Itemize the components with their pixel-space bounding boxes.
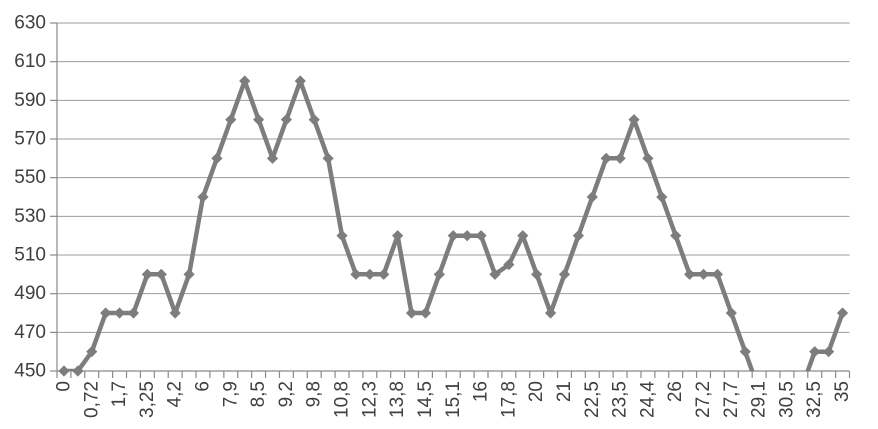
x-tick-label: 32,5 (804, 381, 825, 418)
data-point-marker (113, 307, 126, 319)
x-tick-label: 22,5 (582, 381, 603, 418)
data-point-marker (586, 191, 598, 203)
data-point-marker (197, 191, 209, 203)
data-point-marker (294, 75, 306, 87)
gridlines-group (57, 22, 850, 372)
x-tick-label: 24,4 (637, 381, 658, 418)
data-point-marker (378, 268, 390, 280)
y-axis-group: 630 610 590 570 550 530 510 490 470 450 (14, 13, 58, 382)
x-axis-group: 0 0,72 1,7 3,25 4,2 6 7,9 8,5 9,2 9,8 10,8 12,3 13,8… (53, 370, 853, 418)
data-point-marker (531, 268, 543, 280)
data-point-marker (739, 346, 751, 358)
x-tick-label: 12,3 (359, 381, 380, 418)
x-tick-label: 26 (665, 381, 686, 402)
data-point-marker (447, 230, 459, 242)
x-tick-label: 0 (53, 381, 74, 392)
x-tick-label: 9,8 (304, 381, 325, 407)
data-point-marker (239, 75, 251, 87)
data-point-marker (600, 152, 612, 164)
x-tick-label: 23,5 (610, 381, 631, 418)
y-tick-label: 510 (14, 245, 46, 266)
x-tick-label: 17,8 (498, 381, 519, 418)
y-tick-label: 570 (14, 129, 46, 150)
data-point-marker (836, 307, 849, 319)
data-point-marker (628, 114, 640, 126)
data-point-marker (322, 152, 334, 164)
data-point-marker (141, 268, 153, 280)
data-point-marker (697, 268, 710, 280)
x-tick-label: 4,2 (165, 381, 186, 407)
data-point-marker (433, 268, 445, 280)
data-point-marker (489, 268, 501, 280)
y-tick-label: 470 (14, 322, 46, 343)
data-point-marker (392, 230, 404, 242)
data-point-marker (684, 268, 696, 280)
data-point-marker (823, 346, 835, 358)
x-tick-label: 35 (832, 381, 853, 402)
x-tick-label: 7,9 (220, 381, 241, 407)
y-tick-label: 630 (14, 13, 46, 34)
data-point-marker (656, 191, 668, 203)
y-tick-label: 490 (14, 283, 46, 304)
data-point-marker (544, 307, 557, 319)
data-point-marker (86, 346, 98, 358)
x-tick-label: 27,2 (693, 381, 714, 418)
x-tick-label: 16 (471, 381, 492, 402)
data-point-marker (169, 307, 181, 319)
x-tick-label: 14,5 (415, 381, 436, 418)
data-point-marker (461, 230, 473, 242)
data-point-marker (503, 259, 515, 271)
data-point-marker (58, 365, 70, 377)
data-point-marker (100, 307, 112, 319)
x-tick-label: 1,7 (109, 381, 130, 407)
data-point-marker (475, 230, 487, 242)
data-point-marker (72, 365, 84, 377)
data-point-marker (280, 114, 293, 126)
data-point-marker (572, 230, 584, 242)
x-tick-label: 30,5 (776, 381, 797, 418)
y-tick-label: 610 (14, 51, 46, 72)
x-tick-label: 9,2 (276, 381, 297, 407)
data-point-marker (266, 152, 279, 164)
x-tick-label: 29,1 (749, 381, 770, 418)
x-tick-label: 6 (192, 381, 213, 392)
x-tick-label: 20 (526, 381, 547, 402)
x-tick-label: 3,25 (137, 381, 158, 418)
x-tick-label: 8,5 (248, 381, 269, 407)
data-point-marker (225, 114, 237, 126)
data-point-marker (517, 230, 529, 242)
data-point-marker (308, 114, 320, 126)
x-tick-label: 15,1 (443, 381, 464, 418)
y-tick-label: 590 (14, 90, 46, 111)
y-tick-label: 450 (14, 361, 46, 382)
data-point-marker (809, 346, 821, 358)
data-point-marker (127, 307, 140, 319)
data-point-marker (350, 268, 362, 280)
data-point-marker (725, 307, 737, 319)
data-point-marker (253, 114, 265, 126)
x-tick-label: 0,72 (81, 381, 102, 418)
data-point-marker (364, 268, 376, 280)
x-tick-label: 21 (554, 381, 575, 402)
data-point-marker (419, 307, 432, 319)
data-point-marker (558, 268, 571, 280)
series-markers-group (58, 75, 849, 377)
y-tick-label: 550 (14, 167, 46, 188)
data-point-marker (336, 230, 348, 242)
data-point-marker (405, 307, 418, 319)
x-tick-label: 13,8 (387, 381, 408, 418)
x-tick-label: 27,7 (721, 381, 742, 418)
data-point-marker (155, 268, 167, 280)
data-point-marker (183, 268, 195, 280)
y-tick-label: 530 (14, 206, 46, 227)
data-point-marker (670, 230, 682, 242)
x-tick-label: 10,8 (332, 381, 353, 418)
data-point-marker (711, 268, 724, 280)
data-point-marker (642, 152, 654, 164)
data-point-marker (614, 152, 626, 164)
data-point-marker (211, 152, 223, 164)
